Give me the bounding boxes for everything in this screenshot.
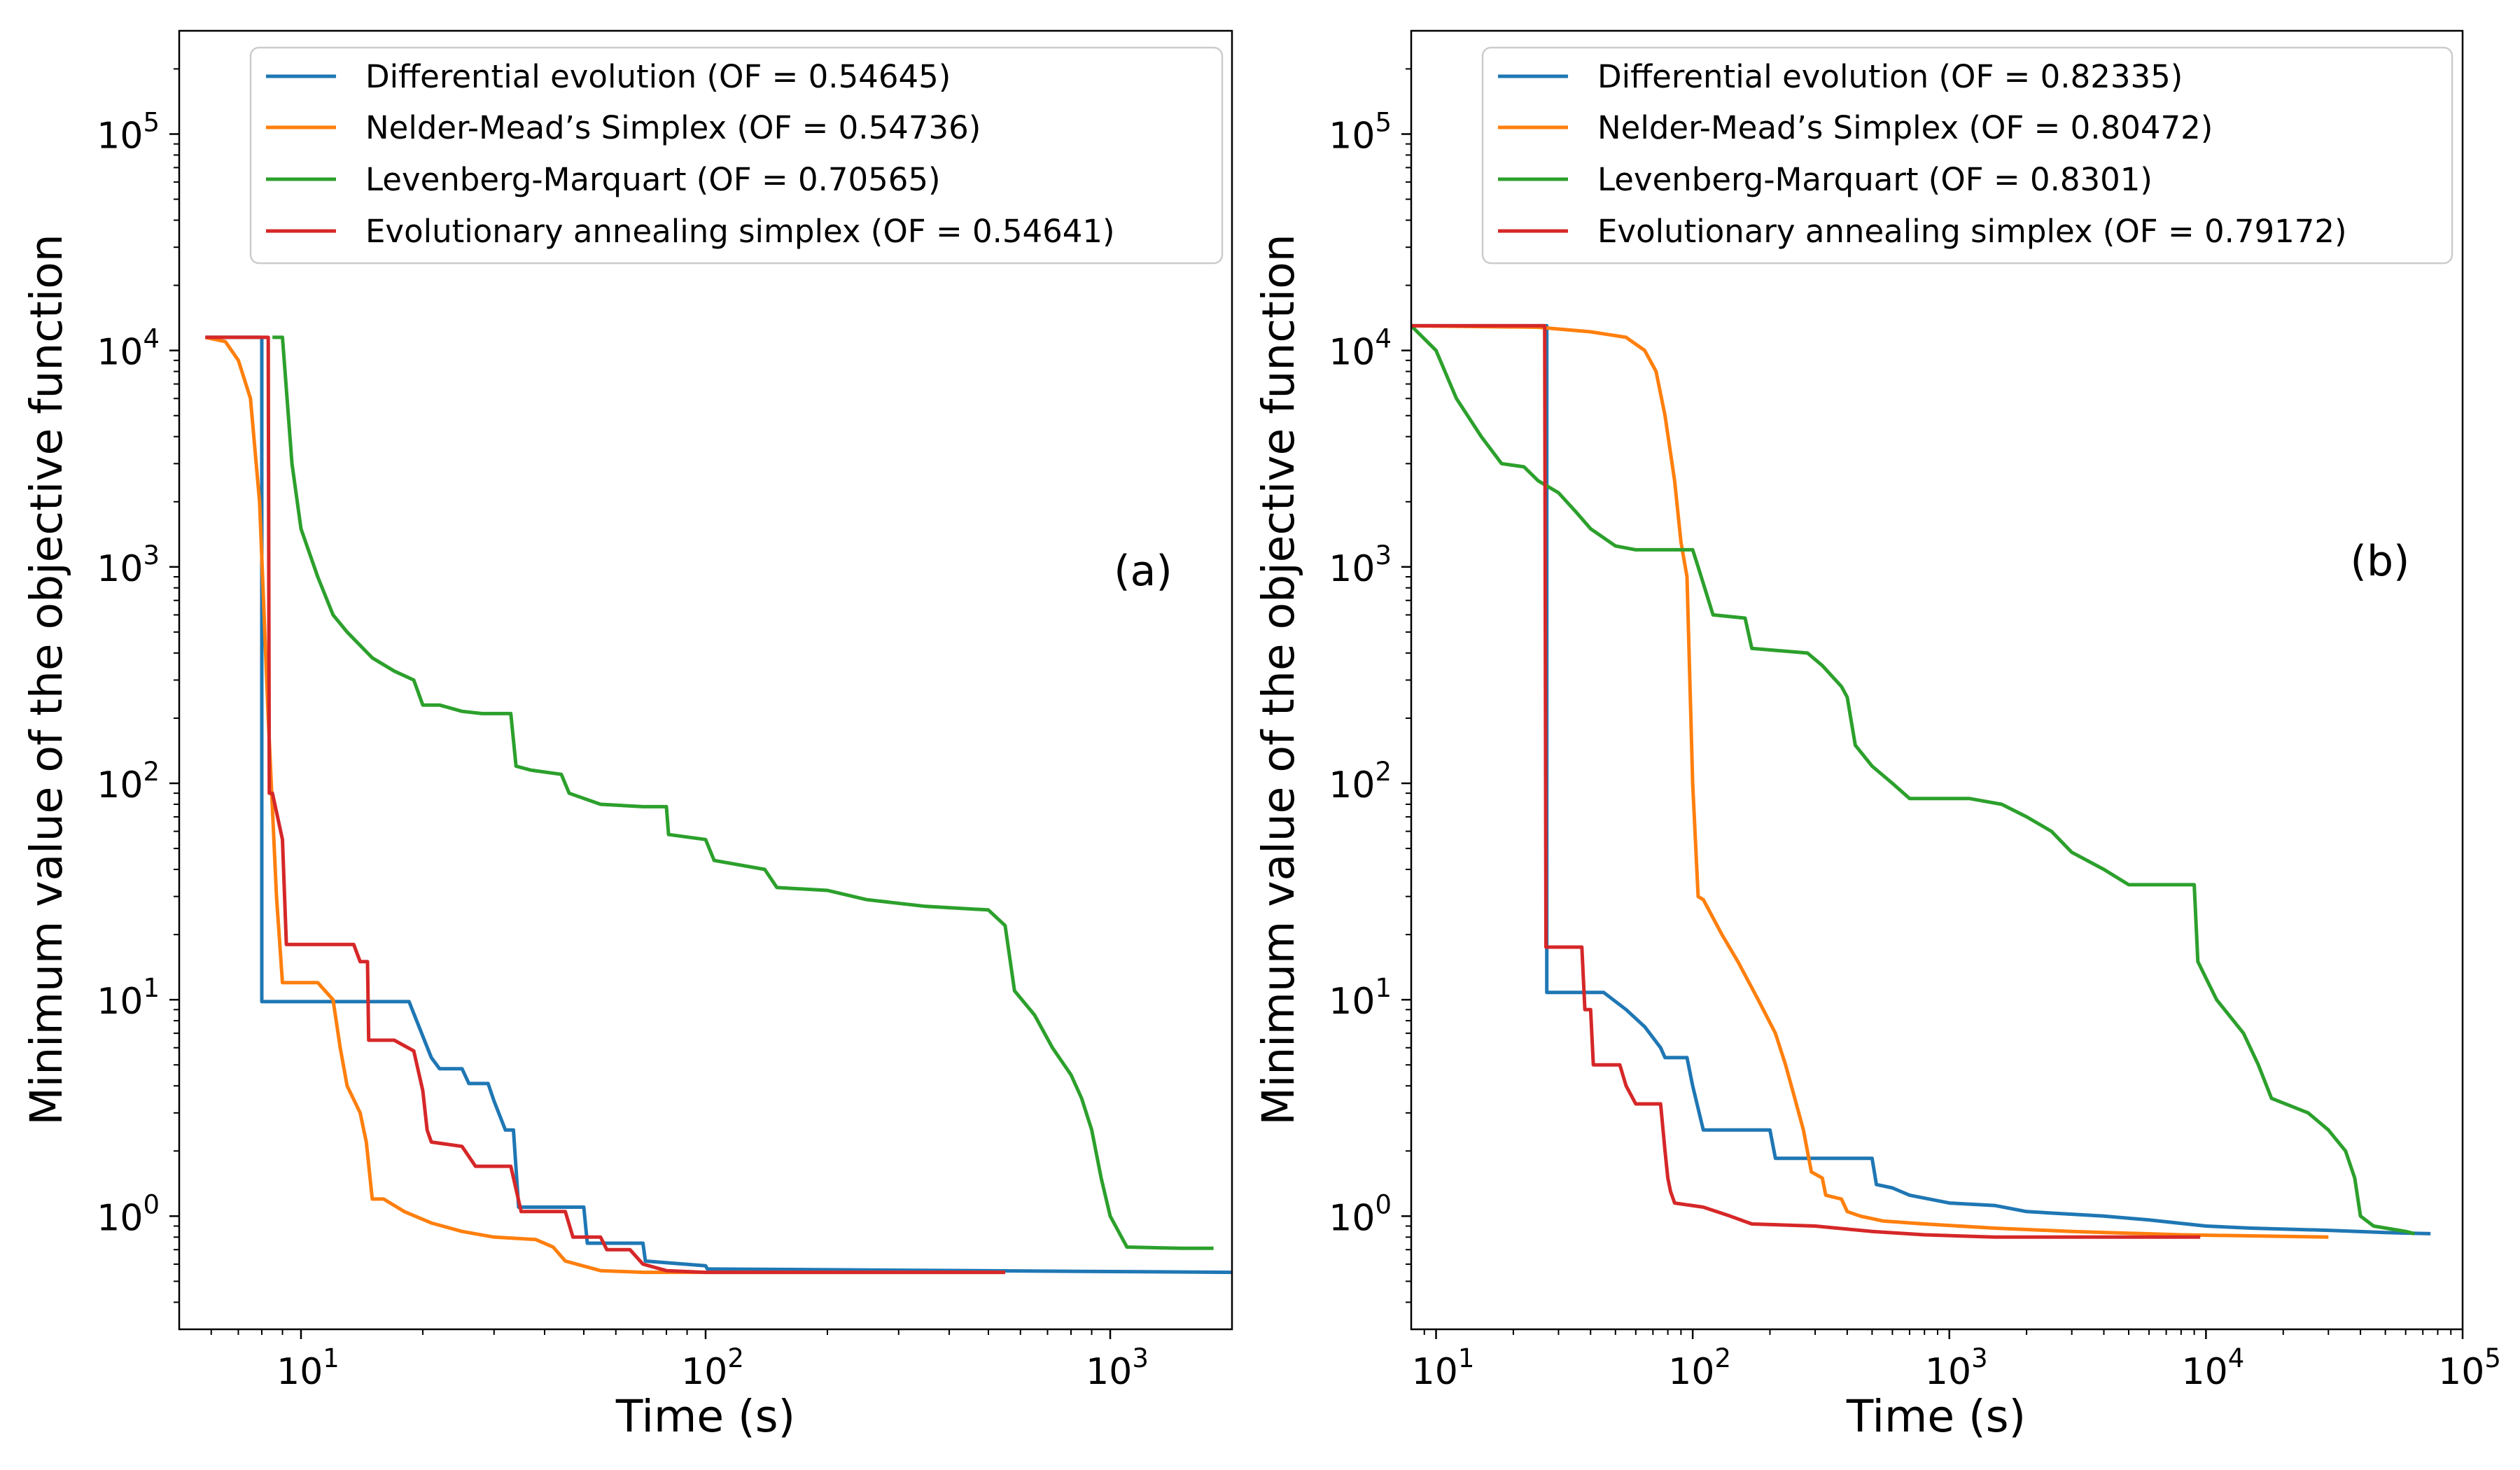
- series-line-levenberg-marquart: [272, 335, 1214, 1250]
- panel-a-legend-box: [249, 46, 1224, 265]
- panel-a-label: (a): [1114, 547, 1172, 596]
- panel-b-xtick-label-3: 103: [1925, 1343, 1988, 1393]
- legend-label-nelder-mead-simplex: Nelder-Mead’s Simplex (OF = 0.54736): [365, 109, 981, 146]
- legend-label-differential-evolution: Differential evolution (OF = 0.54645): [365, 58, 951, 95]
- legend-label-levenberg-marquart: Levenberg-Marquart (OF = 0.8301): [1597, 161, 2152, 198]
- legend-label-evolutionary-annealing-simplex: Evolutionary annealing simplex (OF = 0.5…: [365, 213, 1115, 250]
- panel-a-series-layer: [204, 335, 1232, 1275]
- series-line-evolutionary-annealing-simplex: [205, 335, 1005, 1275]
- panel-a-x-axis-title: Time (s): [615, 1391, 795, 1442]
- legend-label-levenberg-marquart: Levenberg-Marquart (OF = 0.70565): [365, 161, 941, 198]
- series-line-evolutionary-annealing-simplex: [1411, 323, 2201, 1239]
- series-line-nelder-meads-simplex: [204, 335, 1005, 1275]
- series-line-differential-evolution: [205, 335, 1232, 1275]
- legend-label-evolutionary-annealing-simplex: Evolutionary annealing simplex (OF = 0.7…: [1597, 213, 2347, 250]
- panel-a-xticks: 101 102 103: [210, 1329, 1149, 1393]
- legend-label-nelder-mead-simplex: Nelder-Mead’s Simplex (OF = 0.80472): [1597, 109, 2213, 146]
- panel-b-label: (b): [2351, 537, 2410, 586]
- panel-b-series-layer: [1411, 323, 2431, 1239]
- panel-b-xtick-label-1: 101: [1412, 1343, 1475, 1393]
- panel-b-y-axis-title: Minimum value of the objective function: [1253, 234, 1304, 1125]
- panel-a-ytick-label-5: 105: [97, 108, 160, 158]
- legend-label-differential-evolution: Differential evolution (OF = 0.82335): [1597, 58, 2183, 95]
- panel-b-legend: Differential evolution (OF = 0.82335) Ne…: [1481, 46, 2454, 265]
- series-line-levenberg-marquart: [1411, 324, 2416, 1236]
- panel-b-x-axis-title: Time (s): [1846, 1391, 2026, 1442]
- series-line-nelder-meads-simplex: [1411, 323, 2329, 1239]
- panel-b-legend-box: [1481, 46, 2454, 265]
- panel-b-ytick-label-4: 104: [1329, 324, 1392, 374]
- panel-a-y-axis-title: Minimum value of the objective function: [21, 234, 72, 1125]
- series-line-differential-evolution: [1411, 323, 2431, 1236]
- panel-a-legend: Differential evolution (OF = 0.54645) Ne…: [249, 46, 1224, 265]
